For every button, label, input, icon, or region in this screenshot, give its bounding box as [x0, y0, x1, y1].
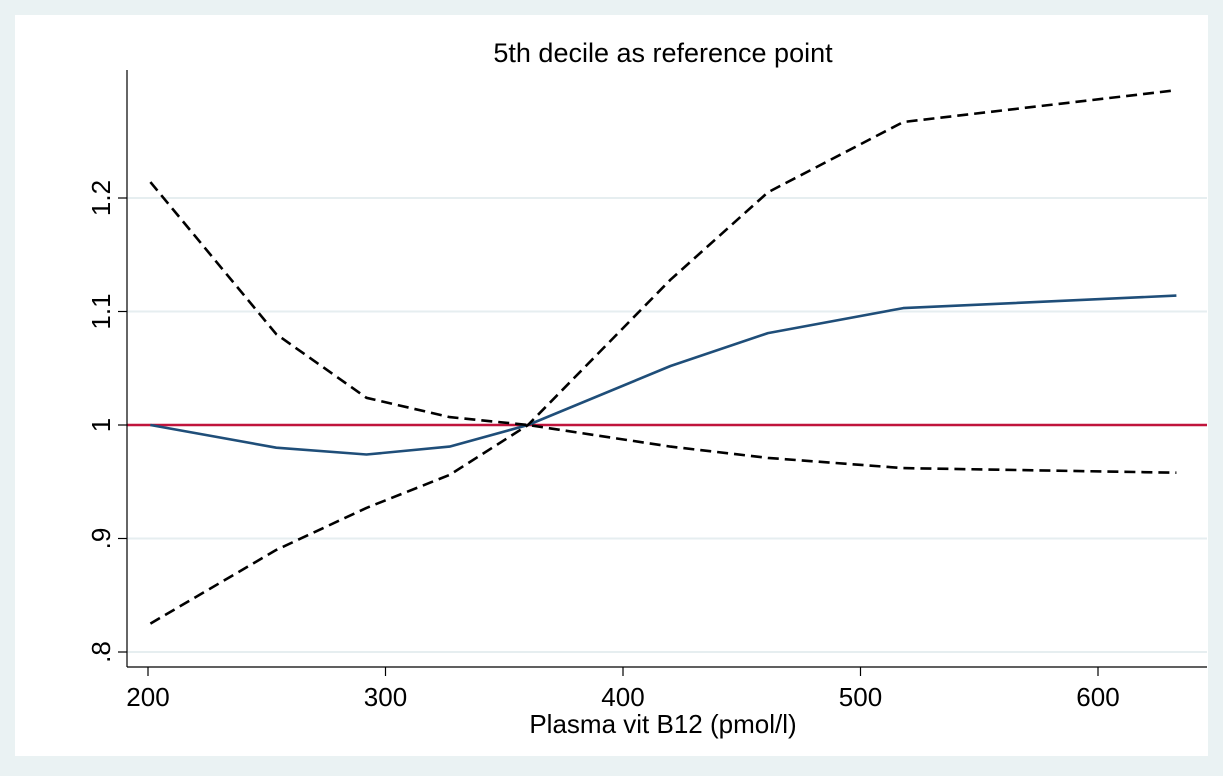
- x-tick-label: 300: [364, 682, 407, 712]
- chart-title: 5th decile as reference point: [493, 38, 833, 68]
- x-axis-ticks: 200 300 400 500 600: [126, 667, 1120, 712]
- x-tick-label: 200: [126, 682, 169, 712]
- y-tick-label: .9: [86, 528, 116, 550]
- y-tick-label: 1.2: [86, 180, 116, 216]
- y-tick-label: 1: [86, 418, 116, 432]
- x-tick-label: 400: [601, 682, 644, 712]
- series-line-3: [149, 88, 1177, 625]
- x-axis-label: Plasma vit B12 (pmol/l): [529, 709, 796, 739]
- x-tick-label: 600: [1076, 682, 1119, 712]
- y-axis-ticks: .8 .9 1 1.1 1.2: [86, 180, 127, 663]
- y-tick-label: .8: [86, 641, 116, 663]
- series-layer: [149, 88, 1177, 625]
- y-tick-label: 1.1: [86, 293, 116, 329]
- series-line-2: [149, 181, 1177, 474]
- x-tick-label: 500: [839, 682, 882, 712]
